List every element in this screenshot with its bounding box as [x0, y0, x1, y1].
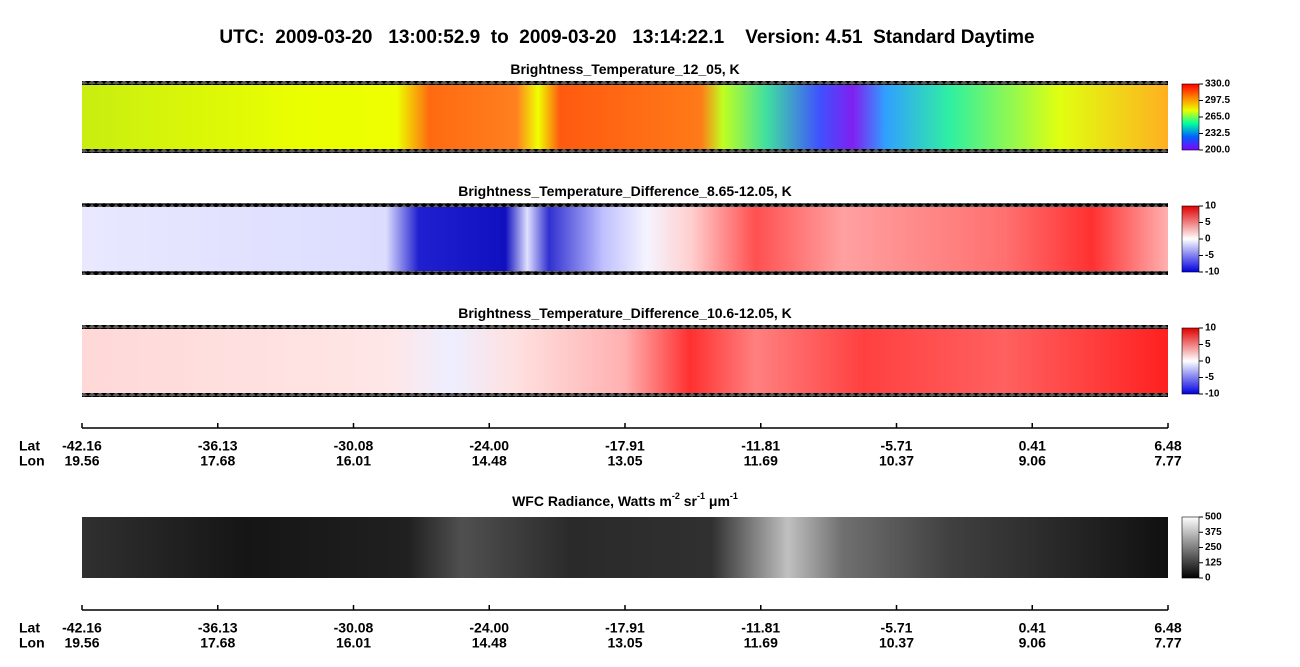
strip-border-bottom — [82, 149, 1168, 153]
lat-label: -30.08 — [334, 438, 374, 454]
panel-title: Brightness_Temperature_12_05, K — [510, 61, 739, 77]
lat-label: -11.81 — [741, 620, 780, 636]
lon-label: 14.48 — [472, 635, 507, 651]
lon-label: 11.69 — [744, 453, 778, 469]
axis-row-label: Lon — [19, 635, 45, 651]
strip-border-bottom — [82, 393, 1168, 397]
lon-label: 13.05 — [607, 453, 642, 469]
image-strip — [82, 328, 1168, 394]
lon-label: 19.56 — [64, 453, 99, 469]
lat-label: -42.16 — [62, 438, 102, 454]
panel-title: Brightness_Temperature_Difference_8.65-1… — [458, 183, 792, 199]
colorbar-tick-label: 5 — [1205, 339, 1211, 350]
lon-label: 7.77 — [1154, 453, 1181, 469]
title-superscript: -1 — [730, 491, 738, 501]
title-part: Brightness_Temperature_12_05, K — [510, 61, 739, 77]
colorbar — [1181, 205, 1200, 273]
colorbar-tick-label: 232.5 — [1205, 128, 1230, 139]
colorbar — [1181, 83, 1200, 151]
axis-row-label: Lat — [19, 438, 40, 454]
title-part: Brightness_Temperature_Difference_10.6-1… — [458, 305, 792, 321]
colorbar-tick-label: 0 — [1205, 356, 1211, 367]
colorbar-tick-label: 330.0 — [1205, 79, 1230, 90]
image-strip — [82, 206, 1168, 272]
panel-title: WFC Radiance, Watts m-2 sr-1 μm-1 — [512, 491, 738, 508]
colorbar-tick-label: 10 — [1205, 201, 1217, 212]
colorbar-tick-label: 5 — [1205, 217, 1211, 228]
lat-label: -24.00 — [469, 438, 509, 454]
lon-label: 10.37 — [879, 453, 914, 469]
strip-border-bottom — [82, 271, 1168, 275]
title-part: WFC Radiance, Watts m — [512, 493, 672, 509]
lon-label: 19.56 — [64, 635, 99, 651]
colorbar-tick-label: 500 — [1205, 512, 1222, 523]
lat-label: 6.48 — [1154, 620, 1181, 636]
page-title: UTC: 2009-03-20 13:00:52.9 to 2009-03-20… — [219, 27, 1034, 48]
axis-row-label: Lat — [19, 620, 40, 636]
strip-border-top — [82, 203, 1168, 207]
colorbar-tick-label: 375 — [1205, 527, 1222, 538]
colorbar-tick-label: -5 — [1205, 250, 1214, 261]
lon-label: 13.05 — [607, 635, 642, 651]
image-strip — [82, 517, 1168, 578]
title-superscript: -1 — [697, 491, 705, 501]
lat-label: -11.81 — [741, 438, 780, 454]
lon-label: 17.68 — [200, 453, 235, 469]
colorbar-tick-label: 250 — [1205, 542, 1222, 553]
colorbar-tick-label: 297.5 — [1205, 95, 1230, 106]
lon-label: 9.06 — [1019, 635, 1046, 651]
colorbar — [1181, 516, 1200, 579]
colorbar — [1181, 327, 1200, 395]
lat-label: -5.71 — [881, 438, 913, 454]
lon-label: 16.01 — [336, 453, 371, 469]
lon-label: 9.06 — [1019, 453, 1046, 469]
lon-label: 11.69 — [744, 635, 778, 651]
lon-label: 10.37 — [879, 635, 914, 651]
lon-label: 7.77 — [1154, 635, 1181, 651]
title-part: Brightness_Temperature_Difference_8.65-1… — [458, 183, 792, 199]
panel-title: Brightness_Temperature_Difference_10.6-1… — [458, 305, 792, 321]
lat-label: -17.91 — [605, 620, 645, 636]
title-part: sr — [680, 493, 698, 509]
lat-label: 6.48 — [1154, 438, 1181, 454]
title-superscript: -2 — [672, 491, 680, 501]
lat-label: -42.16 — [62, 620, 102, 636]
colorbar-tick-label: 10 — [1205, 323, 1217, 334]
lat-label: -36.13 — [198, 620, 238, 636]
colorbar-tick-label: -10 — [1205, 389, 1220, 400]
lat-label: -17.91 — [605, 438, 645, 454]
axis-row-label: Lon — [19, 453, 45, 469]
colorbar-tick-label: -5 — [1205, 372, 1214, 383]
colorbar-tick-label: 200.0 — [1205, 145, 1230, 156]
strip-border-top — [82, 81, 1168, 85]
lat-label: -5.71 — [881, 620, 913, 636]
colorbar-tick-label: 0 — [1205, 234, 1211, 245]
strip-border-top — [82, 325, 1168, 329]
colorbar-tick-label: -10 — [1205, 267, 1220, 278]
lat-label: 0.41 — [1019, 620, 1046, 636]
lat-label: -36.13 — [198, 438, 238, 454]
lon-label: 17.68 — [200, 635, 235, 651]
lon-label: 14.48 — [472, 453, 507, 469]
colorbar-tick-label: 265.0 — [1205, 112, 1230, 123]
lat-label: -24.00 — [469, 620, 509, 636]
image-strip — [82, 84, 1168, 150]
lat-label: -30.08 — [334, 620, 374, 636]
lon-label: 16.01 — [336, 635, 371, 651]
colorbar-tick-label: 125 — [1205, 557, 1222, 568]
title-part: μm — [705, 493, 730, 509]
lat-label: 0.41 — [1019, 438, 1046, 454]
colorbar-tick-label: 0 — [1205, 573, 1211, 584]
